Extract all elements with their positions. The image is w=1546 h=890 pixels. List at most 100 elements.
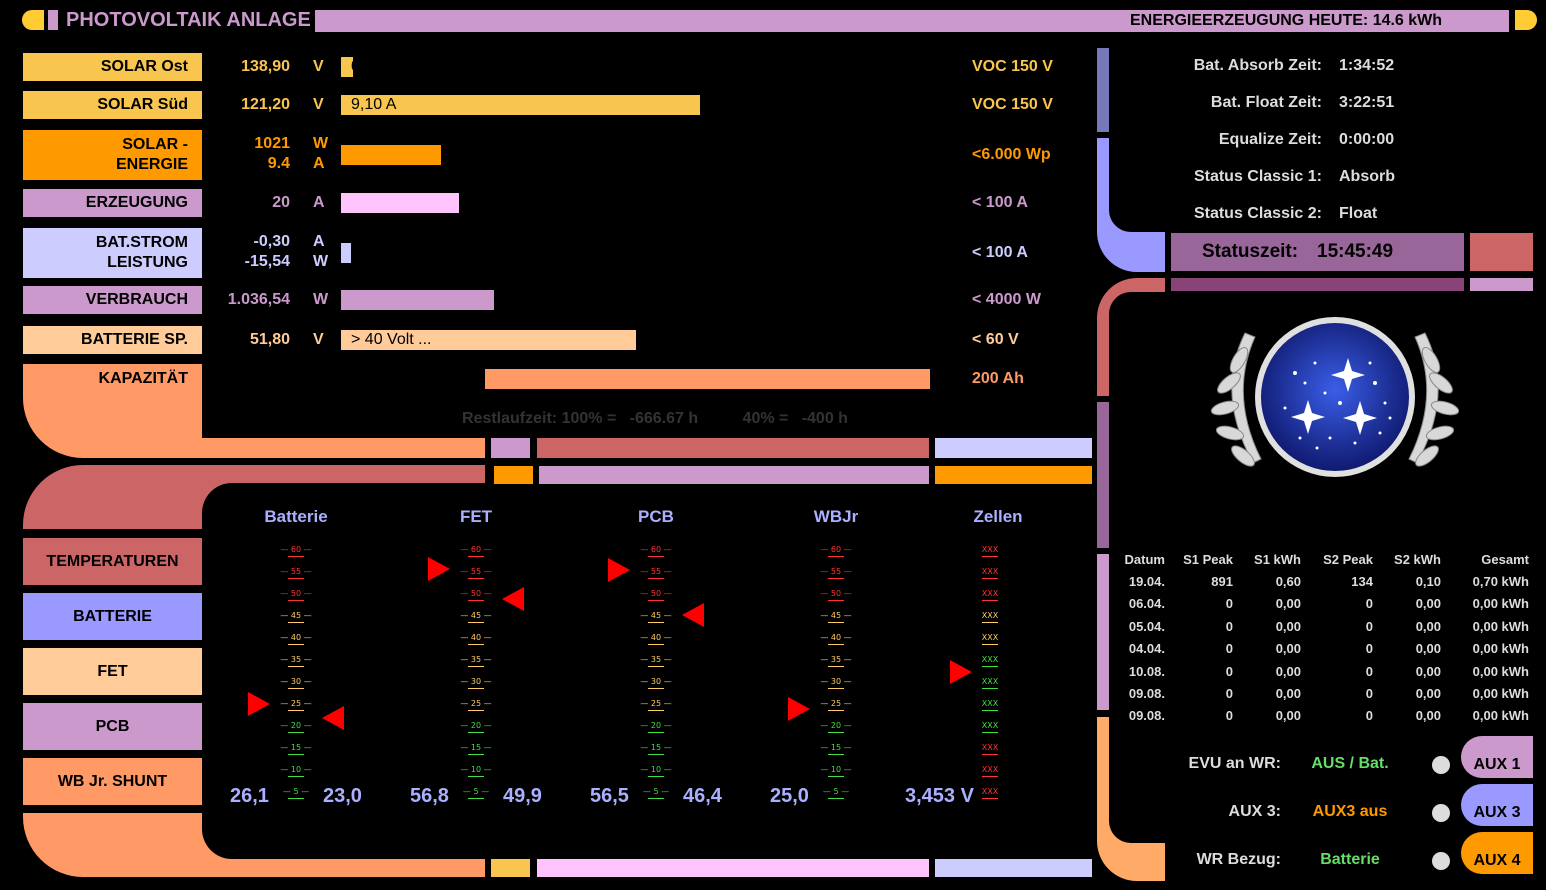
history-cell: 0,00 kWh — [1472, 663, 1529, 679]
header-bar — [315, 10, 1509, 32]
row-limit: < 60 V — [972, 331, 1019, 348]
gauge-tick-label: 10 — [830, 765, 842, 774]
gauge-tick-label: 50 — [470, 589, 482, 598]
nav-button-fet[interactable]: FET — [23, 648, 202, 695]
gauge-tick-line — [288, 798, 304, 799]
nav-button-temperaturen[interactable]: TEMPERATUREN — [23, 538, 202, 585]
aux-button-1[interactable]: AUX 1 — [1461, 736, 1533, 778]
gauge-tick-line — [982, 666, 998, 667]
gauge-tick-label: 60 — [470, 545, 482, 554]
gauge-tick-label: 55 — [470, 567, 482, 576]
gauge-tick-label: 45 — [830, 611, 842, 620]
row-value: 138,90 — [241, 58, 290, 75]
aux-button-2[interactable]: AUX 3 — [1461, 784, 1533, 826]
aux-indicator[interactable] — [1432, 756, 1450, 774]
gauge-tick-line — [288, 776, 304, 777]
gauge-tick-label: 60 — [290, 545, 302, 554]
history-cell: 0,00 — [1415, 686, 1441, 702]
aux-indicator[interactable] — [1432, 852, 1450, 870]
row-unit: V — [313, 331, 324, 348]
gauge-tick-label: 40 — [290, 633, 302, 642]
gauge-tick-label: 35 — [650, 655, 662, 664]
history-row: 19.04. 891 0,60 134 0,10 0,70 kWh — [1120, 570, 1529, 592]
row-limit: VOC 150 V — [972, 58, 1053, 75]
history-header: Gesamt — [1481, 551, 1529, 567]
history-cell: 0,00 — [1415, 663, 1441, 679]
gauge-tick-label: 15 — [290, 743, 302, 752]
gauge-tick-line — [468, 600, 484, 601]
aux-value: AUS / Bat. — [1311, 755, 1389, 772]
history-cell: 0,00 kWh — [1472, 596, 1529, 612]
aux-button-3[interactable]: AUX 4 — [1461, 832, 1533, 874]
divider-block — [935, 438, 1092, 458]
statuszeit-panel — [1171, 233, 1464, 271]
history-cell: 0,00 — [1275, 641, 1301, 657]
frame-elbow-mask — [1109, 292, 1165, 396]
row-unit: A — [313, 233, 325, 250]
row-value: 1.036,54 — [227, 291, 290, 308]
gauge-tick-line — [648, 600, 664, 601]
gauge-tick-line — [468, 710, 484, 711]
gauge-tick-label: 35 — [470, 655, 482, 664]
gauge-tick-line — [828, 798, 844, 799]
gauge-tick-line — [288, 644, 304, 645]
gauge-tick: — 20 — — [280, 721, 312, 730]
history-cell: 0,00 kWh — [1472, 618, 1529, 634]
gauge-tick-label: 20 — [650, 721, 662, 730]
status-value: 0:00:00 — [1339, 131, 1395, 148]
gauge-tick: — 45 — — [280, 611, 312, 620]
gauge-tick: — 55 — — [460, 567, 492, 576]
gauge-tick-label: 50 — [650, 589, 662, 598]
history-cell: 0 — [1225, 618, 1233, 634]
frame-bar — [1097, 554, 1109, 710]
row-limit: <6.000 Wp — [972, 146, 1051, 163]
nav-button-pcb[interactable]: PCB — [23, 703, 202, 750]
aux-value: Batterie — [1320, 851, 1380, 868]
energy-today: ENERGIEERZEUGUNG HEUTE: 14.6 kWh — [1130, 12, 1443, 29]
gauge-tick-label: 45 — [650, 611, 662, 620]
aux-value: AUX3 aus — [1312, 803, 1388, 820]
header-cap-right — [1515, 10, 1537, 30]
gauge-tick: XXX — [970, 567, 1010, 577]
history-cell: 0 — [1225, 708, 1233, 724]
gauge-tick-line — [982, 732, 998, 733]
gauge-tick-label: 25 — [290, 699, 302, 708]
history-cell: 0,00 — [1275, 663, 1301, 679]
status-value: Float — [1339, 205, 1378, 222]
gauge-tick-line — [648, 798, 664, 799]
history-cell: 891 — [1211, 574, 1233, 590]
gauge-tick-line — [982, 798, 998, 799]
divider-block — [539, 466, 929, 484]
gauge-right-value: 23,0 — [323, 785, 362, 807]
gauge-tick-line — [288, 732, 304, 733]
gauge-tick: — 30 — — [820, 677, 852, 686]
status-value: Absorb — [1339, 168, 1395, 185]
row-limit: VOC 150 V — [972, 96, 1053, 113]
gauge-tick-label: 15 — [650, 743, 662, 752]
gauge-tick-line — [288, 578, 304, 579]
gauge-right-marker — [682, 602, 704, 627]
gauge-tick-line — [982, 578, 998, 579]
nav-button-wb-jr-shunt[interactable]: WB Jr. SHUNT — [23, 758, 202, 805]
gauge-tick-label: 25 — [470, 699, 482, 708]
history-cell: 0 — [1365, 686, 1373, 702]
history-cell: 0,60 — [1275, 574, 1301, 590]
gauge-tick-line — [468, 688, 484, 689]
status-label: Status Classic 1: — [1193, 168, 1322, 185]
gauge-tick-label: XXX — [981, 545, 999, 554]
gauge-tick: XXX — [970, 545, 1010, 555]
aux-indicator[interactable] — [1432, 804, 1450, 822]
gauge-tick: — 60 — — [640, 545, 672, 554]
gauge-tick-label: XXX — [981, 765, 999, 774]
divider-block — [935, 466, 1092, 484]
row-unit: W — [313, 135, 329, 152]
row-unit: W — [313, 291, 329, 308]
nav-button-batterie[interactable]: BATTERIE — [23, 593, 202, 640]
page-title: PHOTOVOLTAIK ANLAGE — [66, 9, 311, 31]
history-header: S1 Peak — [1183, 551, 1233, 567]
gauge-right-marker — [502, 587, 524, 612]
statuszeit-label: Statuszeit: — [1202, 241, 1299, 262]
gauge-tick-line — [828, 622, 844, 623]
history-cell: 0,00 kWh — [1472, 641, 1529, 657]
gauge-tick: — 35 — — [460, 655, 492, 664]
